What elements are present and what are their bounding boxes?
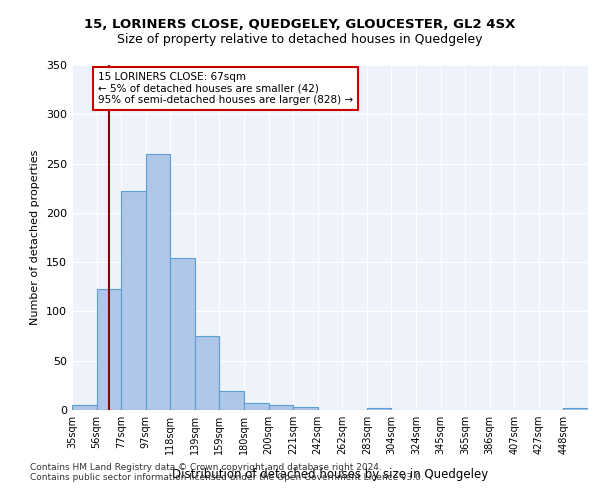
- X-axis label: Distribution of detached houses by size in Quedgeley: Distribution of detached houses by size …: [172, 468, 488, 481]
- Bar: [563, 408, 588, 410]
- Text: 15, LORINERS CLOSE, QUEDGELEY, GLOUCESTER, GL2 4SX: 15, LORINERS CLOSE, QUEDGELEY, GLOUCESTE…: [85, 18, 515, 30]
- Text: Contains HM Land Registry data © Crown copyright and database right 2024.: Contains HM Land Registry data © Crown c…: [30, 462, 382, 471]
- Bar: [195, 336, 220, 410]
- Text: 15 LORINERS CLOSE: 67sqm
← 5% of detached houses are smaller (42)
95% of semi-de: 15 LORINERS CLOSE: 67sqm ← 5% of detache…: [98, 72, 353, 105]
- Bar: [293, 407, 318, 410]
- Bar: [121, 191, 146, 410]
- Bar: [244, 403, 269, 410]
- Bar: [367, 408, 391, 410]
- Bar: [146, 154, 170, 410]
- Bar: [72, 405, 97, 410]
- Text: Size of property relative to detached houses in Quedgeley: Size of property relative to detached ho…: [117, 32, 483, 46]
- Text: Contains public sector information licensed under the Open Government Licence v3: Contains public sector information licen…: [30, 472, 424, 482]
- Bar: [269, 405, 293, 410]
- Bar: [220, 392, 244, 410]
- Bar: [170, 258, 195, 410]
- Bar: [97, 289, 121, 410]
- Y-axis label: Number of detached properties: Number of detached properties: [31, 150, 40, 325]
